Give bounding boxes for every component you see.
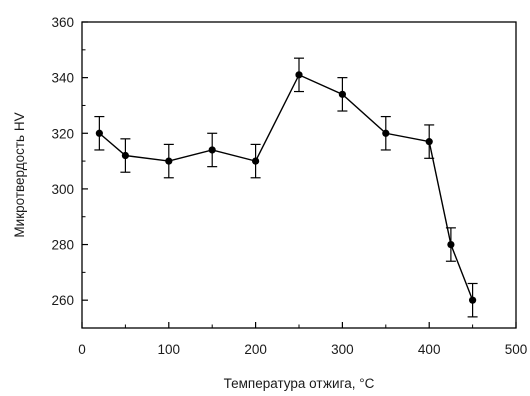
data-point — [165, 157, 173, 165]
x-axis-label: Температура отжига, °С — [224, 376, 375, 391]
y-tick-label: 260 — [51, 293, 74, 308]
y-axis-label: Микротвердость HV — [12, 112, 27, 237]
y-tick-label: 300 — [51, 182, 74, 197]
data-point — [469, 296, 477, 304]
data-point — [338, 90, 346, 98]
data-point — [295, 71, 303, 79]
series-layer — [94, 57, 478, 318]
data-point — [252, 157, 260, 165]
x-tick-label: 200 — [244, 342, 267, 357]
x-tick-label: 0 — [78, 342, 86, 357]
data-point — [447, 240, 455, 249]
x-tick-label: 400 — [418, 342, 441, 357]
data-point — [425, 138, 433, 146]
data-point — [121, 151, 129, 160]
x-tick-label: 300 — [331, 342, 354, 357]
x-tick-label: 500 — [505, 342, 528, 357]
data-point — [95, 129, 103, 137]
data-point — [208, 146, 216, 154]
y-tick-label: 320 — [51, 126, 74, 141]
y-tick-label: 280 — [51, 238, 74, 253]
series-line — [98, 73, 474, 301]
data-point — [382, 129, 390, 137]
x-tick-label: 100 — [158, 342, 181, 357]
y-tick-label: 340 — [51, 71, 74, 86]
y-axis-ticks: 260 280 300 320 340 360 — [51, 15, 88, 329]
x-axis-ticks: 0 100 200 300 400 500 — [78, 322, 527, 357]
y-tick-label: 360 — [51, 15, 74, 30]
